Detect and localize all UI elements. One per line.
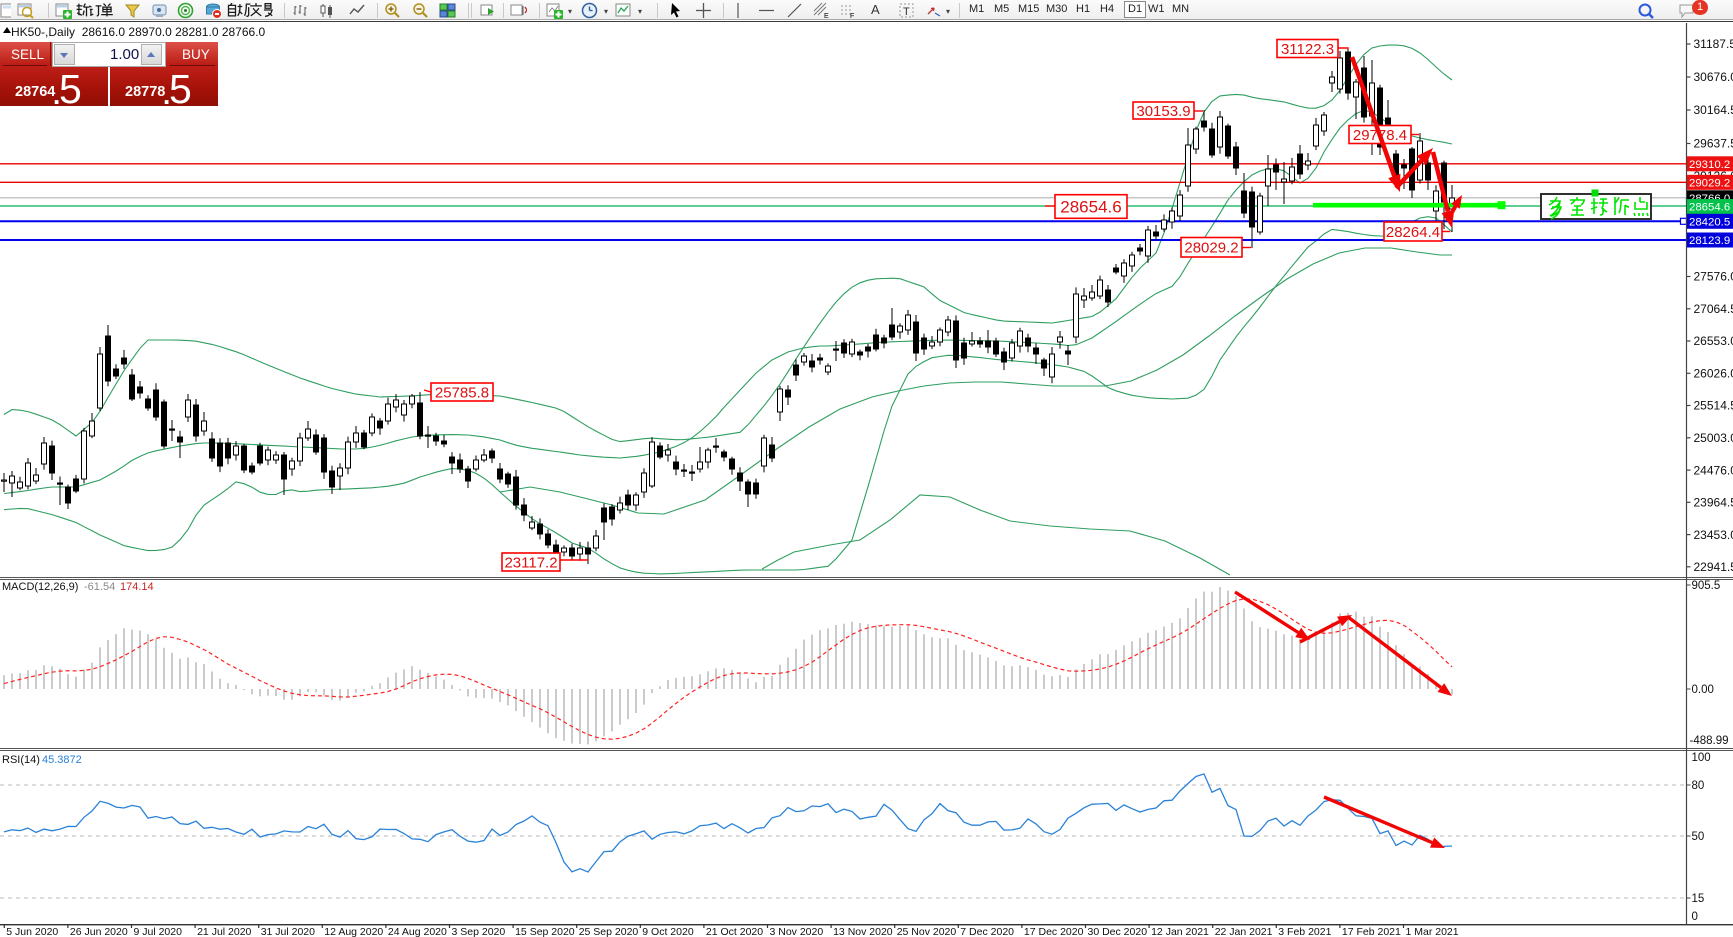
- svg-text:31187.5: 31187.5: [1694, 37, 1733, 51]
- svg-text:15 Sep 2020: 15 Sep 2020: [515, 926, 575, 937]
- svg-text:13 Nov 2020: 13 Nov 2020: [833, 926, 893, 937]
- svg-text:9 Oct 2020: 9 Oct 2020: [642, 926, 694, 937]
- svg-text:23453.0: 23453.0: [1694, 528, 1733, 542]
- svg-text:26 Jun 2020: 26 Jun 2020: [70, 926, 128, 937]
- svg-text:MACD(12,26,9): MACD(12,26,9): [2, 581, 78, 593]
- svg-text:3 Feb 2021: 3 Feb 2021: [1278, 926, 1331, 937]
- svg-text:23964.5: 23964.5: [1694, 496, 1733, 510]
- svg-text:-61.54: -61.54: [84, 581, 115, 593]
- svg-text:27576.0: 27576.0: [1694, 270, 1733, 284]
- svg-text:30 Dec 2020: 30 Dec 2020: [1088, 926, 1148, 937]
- svg-text:26553.0: 26553.0: [1694, 334, 1733, 348]
- svg-text:80: 80: [1692, 780, 1705, 792]
- svg-text:21 Jul 2020: 21 Jul 2020: [197, 926, 251, 937]
- svg-text:28654.6: 28654.6: [1060, 198, 1121, 217]
- svg-text:28420.5: 28420.5: [1689, 216, 1730, 228]
- svg-text:12 Aug 2020: 12 Aug 2020: [324, 926, 383, 937]
- svg-text:0.00: 0.00: [1692, 684, 1714, 696]
- svg-text:12 Jan 2021: 12 Jan 2021: [1151, 926, 1209, 937]
- svg-text:100: 100: [1692, 752, 1711, 764]
- svg-text:7 Dec 2020: 7 Dec 2020: [960, 926, 1014, 937]
- svg-text:28654.6: 28654.6: [1689, 202, 1730, 214]
- svg-text:15: 15: [1692, 893, 1705, 905]
- svg-text:T: T: [903, 6, 910, 18]
- svg-text:24 Aug 2020: 24 Aug 2020: [388, 926, 447, 937]
- svg-text:E: E: [824, 13, 829, 19]
- svg-text:28029.2: 28029.2: [1184, 240, 1238, 257]
- svg-text:3 Nov 2020: 3 Nov 2020: [770, 926, 824, 937]
- svg-text:22941.5: 22941.5: [1694, 560, 1733, 574]
- svg-text:30153.9: 30153.9: [1136, 103, 1190, 120]
- svg-text:25003.0: 25003.0: [1694, 431, 1733, 445]
- svg-text:0: 0: [1692, 911, 1698, 923]
- svg-text:17 Feb 2021: 17 Feb 2021: [1342, 926, 1401, 937]
- svg-text:21 Oct 2020: 21 Oct 2020: [706, 926, 763, 937]
- svg-text:50: 50: [1692, 831, 1705, 843]
- svg-text:27064.5: 27064.5: [1694, 302, 1733, 316]
- svg-text:31 Jul 2020: 31 Jul 2020: [261, 926, 315, 937]
- svg-text:30676.0: 30676.0: [1694, 70, 1733, 84]
- svg-text:22 Jan 2021: 22 Jan 2021: [1215, 926, 1273, 937]
- svg-text:-488.99: -488.99: [1690, 735, 1729, 747]
- svg-text:25 Nov 2020: 25 Nov 2020: [897, 926, 957, 937]
- svg-text:F: F: [850, 13, 854, 19]
- svg-text:25785.8: 25785.8: [435, 384, 489, 401]
- svg-text:23117.2: 23117.2: [504, 554, 557, 571]
- svg-text:45.3872: 45.3872: [42, 754, 82, 766]
- svg-text:9 Jul 2020: 9 Jul 2020: [134, 926, 183, 937]
- svg-text:30164.5: 30164.5: [1694, 103, 1733, 117]
- svg-text:174.14: 174.14: [120, 581, 154, 593]
- svg-text:28264.4: 28264.4: [1386, 224, 1440, 241]
- svg-text:25 Sep 2020: 25 Sep 2020: [579, 926, 639, 937]
- svg-text:RSI(14): RSI(14): [2, 754, 40, 766]
- svg-text:5 Jun 2020: 5 Jun 2020: [6, 926, 58, 937]
- svg-text:905.5: 905.5: [1692, 580, 1721, 592]
- svg-text:1 Mar 2021: 1 Mar 2021: [1406, 926, 1459, 937]
- svg-text:17 Dec 2020: 17 Dec 2020: [1024, 926, 1084, 937]
- svg-text:28123.9: 28123.9: [1689, 235, 1730, 247]
- svg-text:29310.2: 29310.2: [1689, 159, 1730, 171]
- svg-text:24476.0: 24476.0: [1694, 463, 1733, 477]
- svg-text:26026.0: 26026.0: [1694, 367, 1733, 381]
- svg-text:29637.5: 29637.5: [1694, 137, 1733, 151]
- svg-text:29029.2: 29029.2: [1689, 177, 1730, 189]
- svg-text:25514.5: 25514.5: [1694, 399, 1733, 413]
- svg-text:3 Sep 2020: 3 Sep 2020: [452, 926, 506, 937]
- svg-text:31122.3: 31122.3: [1281, 41, 1334, 58]
